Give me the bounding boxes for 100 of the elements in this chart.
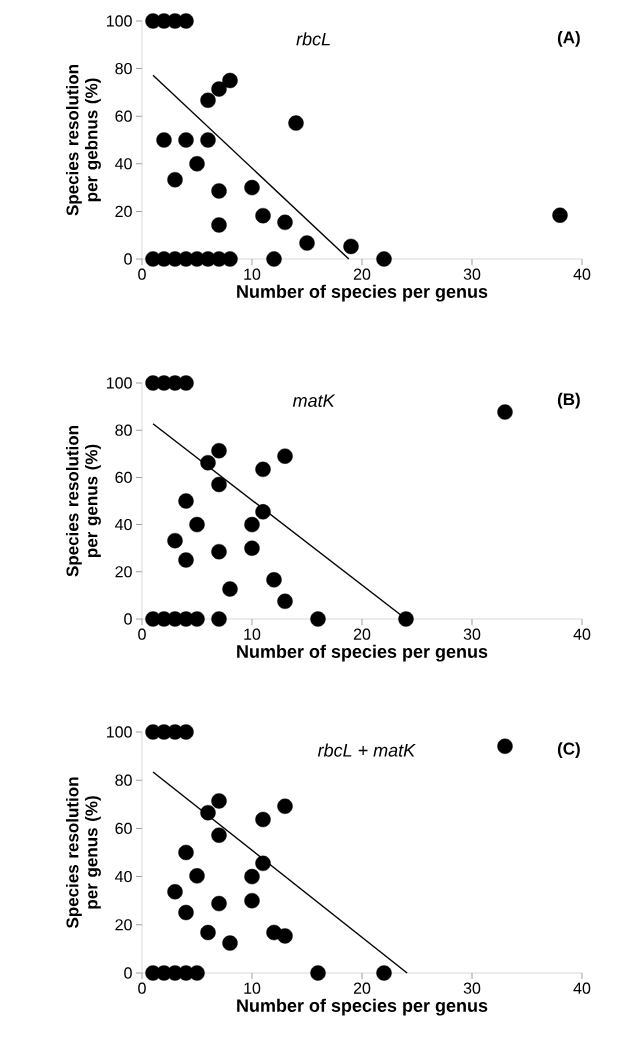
point <box>200 132 216 148</box>
y-tick-label: 20 <box>115 205 132 218</box>
point <box>222 935 238 951</box>
point <box>178 375 194 391</box>
point <box>277 928 293 944</box>
y-tick-label: 40 <box>115 518 132 531</box>
y-axis-title: Species resolution per genus (%) <box>65 426 101 577</box>
point <box>277 798 293 814</box>
point <box>244 516 260 533</box>
point <box>222 581 238 597</box>
y-tick-label: 0 <box>124 253 132 265</box>
point <box>211 476 227 493</box>
point <box>200 924 216 941</box>
point <box>211 217 227 233</box>
y-tick-label: 80 <box>115 62 132 75</box>
point <box>189 965 205 981</box>
annotation: (C) <box>557 742 580 758</box>
x-tick-label: 0 <box>138 268 146 280</box>
point <box>266 572 282 588</box>
x-tick-label: 30 <box>463 982 481 994</box>
y-axis-title: Species resolution per gebnus (%) <box>65 65 101 216</box>
point <box>167 532 183 549</box>
y-tick-label: 0 <box>124 613 132 625</box>
x-tick-label: 10 <box>244 982 261 994</box>
point <box>178 493 194 509</box>
point <box>222 251 238 267</box>
y-tick-label: 60 <box>115 471 132 484</box>
x-tick-label: 10 <box>244 268 261 280</box>
y-tick-label: 100 <box>107 377 132 389</box>
point <box>189 611 205 627</box>
point <box>497 738 513 754</box>
point <box>178 844 194 861</box>
point <box>277 593 293 609</box>
point <box>255 504 271 520</box>
point <box>200 805 216 821</box>
y-tick-label: 60 <box>115 110 132 122</box>
point <box>398 611 414 627</box>
point <box>211 827 227 843</box>
point <box>167 172 183 188</box>
y-tick-label: 100 <box>107 726 132 738</box>
point <box>211 443 227 459</box>
y-tick-label: 20 <box>115 919 132 931</box>
point <box>343 238 359 255</box>
point <box>200 92 216 108</box>
point <box>211 81 227 97</box>
point <box>189 516 205 533</box>
annotation: (B) <box>557 392 580 409</box>
y-tick-label: 40 <box>115 870 132 883</box>
point <box>211 544 227 560</box>
point <box>310 611 326 627</box>
point <box>178 13 194 29</box>
x-tick-label: 10 <box>244 628 261 640</box>
x-tick-label: 30 <box>463 628 481 640</box>
point <box>211 611 227 627</box>
point <box>189 868 205 884</box>
point <box>288 115 304 131</box>
x-axis-title: Number of species per genus <box>237 998 488 1016</box>
point <box>255 811 271 828</box>
y-axis-title: Species resolution per genus (%) <box>65 777 101 929</box>
x-axis-title: Number of species per genus <box>237 284 488 302</box>
x-axis-title: Number of species per genus <box>237 644 488 662</box>
x-tick-label: 20 <box>353 982 371 994</box>
point <box>376 251 392 267</box>
x-tick-label: 0 <box>138 982 146 994</box>
point <box>277 448 293 464</box>
point <box>552 207 568 223</box>
x-tick-label: 20 <box>353 628 371 640</box>
point <box>255 855 271 872</box>
point <box>211 895 227 912</box>
annotation: rbcL <box>296 32 330 46</box>
point <box>167 884 183 900</box>
point <box>178 132 194 148</box>
y-tick-label: 40 <box>115 158 132 170</box>
x-tick-label: 30 <box>463 268 481 280</box>
point <box>178 904 194 921</box>
x-tick-label: 40 <box>573 982 591 994</box>
y-tick-label: 80 <box>115 774 132 786</box>
point <box>497 404 513 420</box>
y-tick-label: 100 <box>107 15 132 27</box>
point <box>310 965 326 981</box>
point <box>222 72 238 89</box>
point <box>244 540 260 556</box>
point <box>266 251 282 267</box>
y-tick-label: 60 <box>115 822 132 835</box>
point <box>211 183 227 199</box>
point <box>178 724 194 740</box>
point <box>200 455 216 471</box>
point <box>244 179 260 196</box>
annotation: matK <box>292 394 336 407</box>
point <box>211 793 227 809</box>
point <box>255 207 271 224</box>
x-tick-label: 40 <box>573 268 591 280</box>
point <box>189 156 205 172</box>
x-tick-label: 40 <box>573 628 591 640</box>
annotation: rbcL + matK <box>317 743 416 757</box>
point <box>255 461 271 478</box>
point <box>244 893 260 909</box>
y-tick-label: 20 <box>115 566 132 578</box>
point <box>244 868 260 885</box>
x-tick-label: 20 <box>353 268 371 280</box>
